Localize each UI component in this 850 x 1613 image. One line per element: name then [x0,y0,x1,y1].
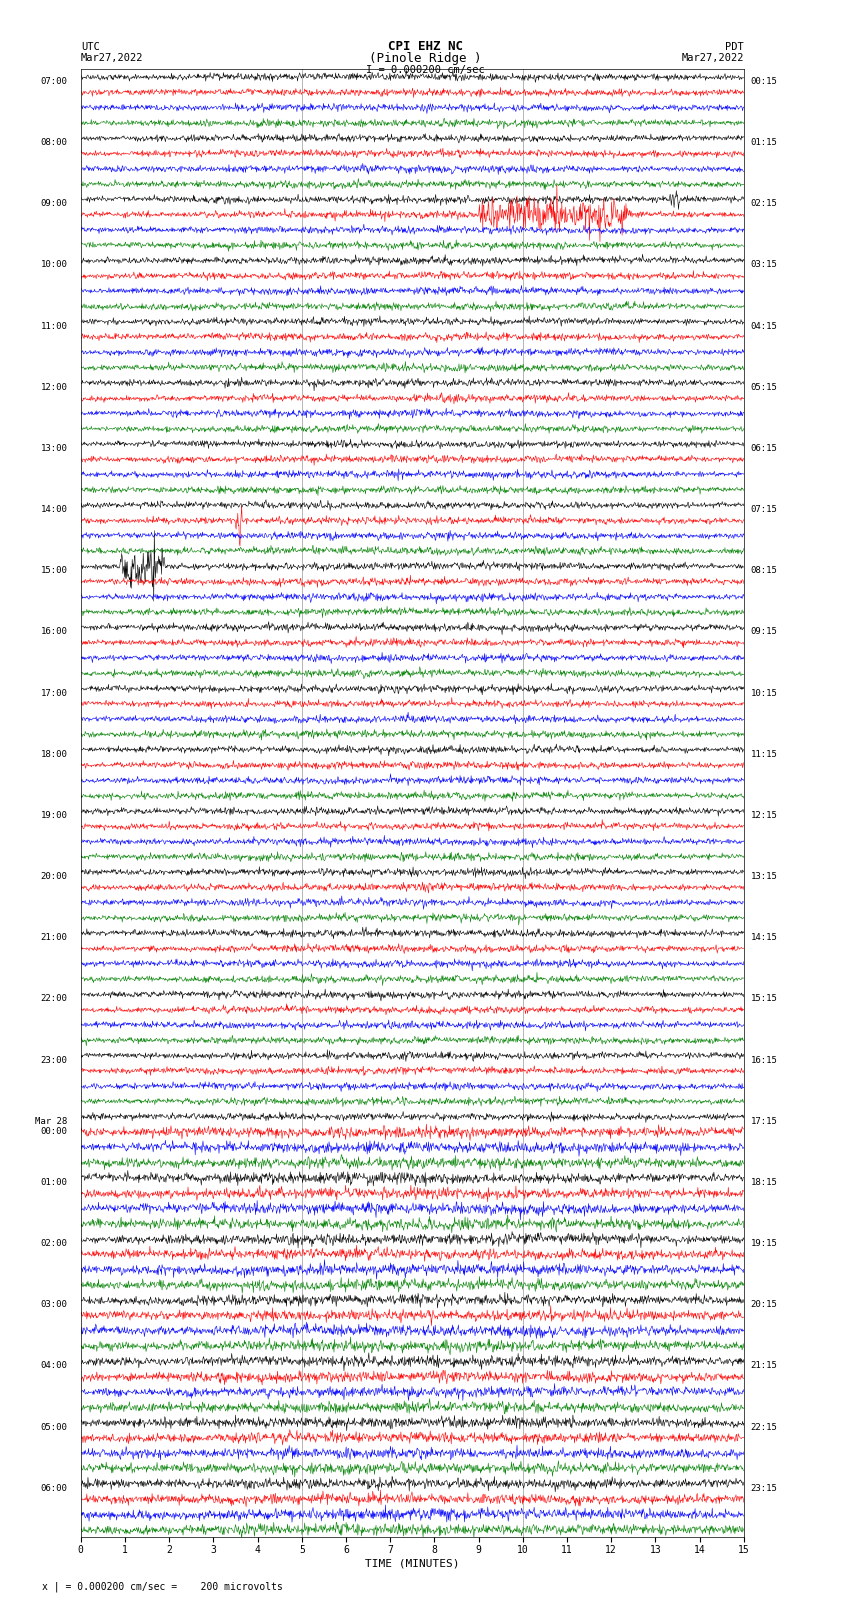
Text: 03:15: 03:15 [751,260,777,269]
Text: 18:00: 18:00 [41,750,67,758]
Text: 19:00: 19:00 [41,811,67,819]
Text: 02:15: 02:15 [751,200,777,208]
Text: PDT: PDT [725,42,744,52]
Text: I = 0.000200 cm/sec: I = 0.000200 cm/sec [366,65,484,74]
Text: 02:00: 02:00 [41,1239,67,1248]
Text: 23:15: 23:15 [751,1484,777,1492]
Text: 20:00: 20:00 [41,873,67,881]
Text: 10:00: 10:00 [41,260,67,269]
Text: 16:00: 16:00 [41,627,67,637]
Text: UTC: UTC [81,42,99,52]
Text: 21:15: 21:15 [751,1361,777,1371]
Text: 11:00: 11:00 [41,321,67,331]
Text: 17:15: 17:15 [751,1116,777,1126]
Text: 00:15: 00:15 [751,77,777,85]
Text: 04:00: 04:00 [41,1361,67,1371]
Text: 12:15: 12:15 [751,811,777,819]
Text: 07:00: 07:00 [41,77,67,85]
Text: 18:15: 18:15 [751,1177,777,1187]
Text: 21:00: 21:00 [41,934,67,942]
Text: 06:00: 06:00 [41,1484,67,1492]
Text: 06:15: 06:15 [751,444,777,453]
Text: 17:00: 17:00 [41,689,67,697]
Text: 16:15: 16:15 [751,1055,777,1065]
Text: 03:00: 03:00 [41,1300,67,1310]
Text: 05:15: 05:15 [751,382,777,392]
Text: 13:15: 13:15 [751,873,777,881]
Text: 05:00: 05:00 [41,1423,67,1431]
Text: 08:15: 08:15 [751,566,777,576]
Text: 15:00: 15:00 [41,566,67,576]
Text: 22:00: 22:00 [41,994,67,1003]
Text: 04:15: 04:15 [751,321,777,331]
Text: 11:15: 11:15 [751,750,777,758]
Text: 23:00: 23:00 [41,1055,67,1065]
Text: 10:15: 10:15 [751,689,777,697]
Text: Mar27,2022: Mar27,2022 [681,53,744,63]
Text: CPI EHZ NC: CPI EHZ NC [388,40,462,53]
Text: 07:15: 07:15 [751,505,777,515]
Text: 14:00: 14:00 [41,505,67,515]
Text: 15:15: 15:15 [751,994,777,1003]
Text: 12:00: 12:00 [41,382,67,392]
X-axis label: TIME (MINUTES): TIME (MINUTES) [365,1560,460,1569]
Text: 09:15: 09:15 [751,627,777,637]
Text: 08:00: 08:00 [41,139,67,147]
Text: Mar27,2022: Mar27,2022 [81,53,144,63]
Text: 14:15: 14:15 [751,934,777,942]
Text: Mar 28
00:00: Mar 28 00:00 [35,1116,67,1136]
Text: 20:15: 20:15 [751,1300,777,1310]
Text: 01:15: 01:15 [751,139,777,147]
Text: 09:00: 09:00 [41,200,67,208]
Text: 19:15: 19:15 [751,1239,777,1248]
Text: 22:15: 22:15 [751,1423,777,1431]
Text: 13:00: 13:00 [41,444,67,453]
Text: 01:00: 01:00 [41,1177,67,1187]
Text: x | = 0.000200 cm/sec =    200 microvolts: x | = 0.000200 cm/sec = 200 microvolts [42,1581,283,1592]
Text: (Pinole Ridge ): (Pinole Ridge ) [369,52,481,65]
